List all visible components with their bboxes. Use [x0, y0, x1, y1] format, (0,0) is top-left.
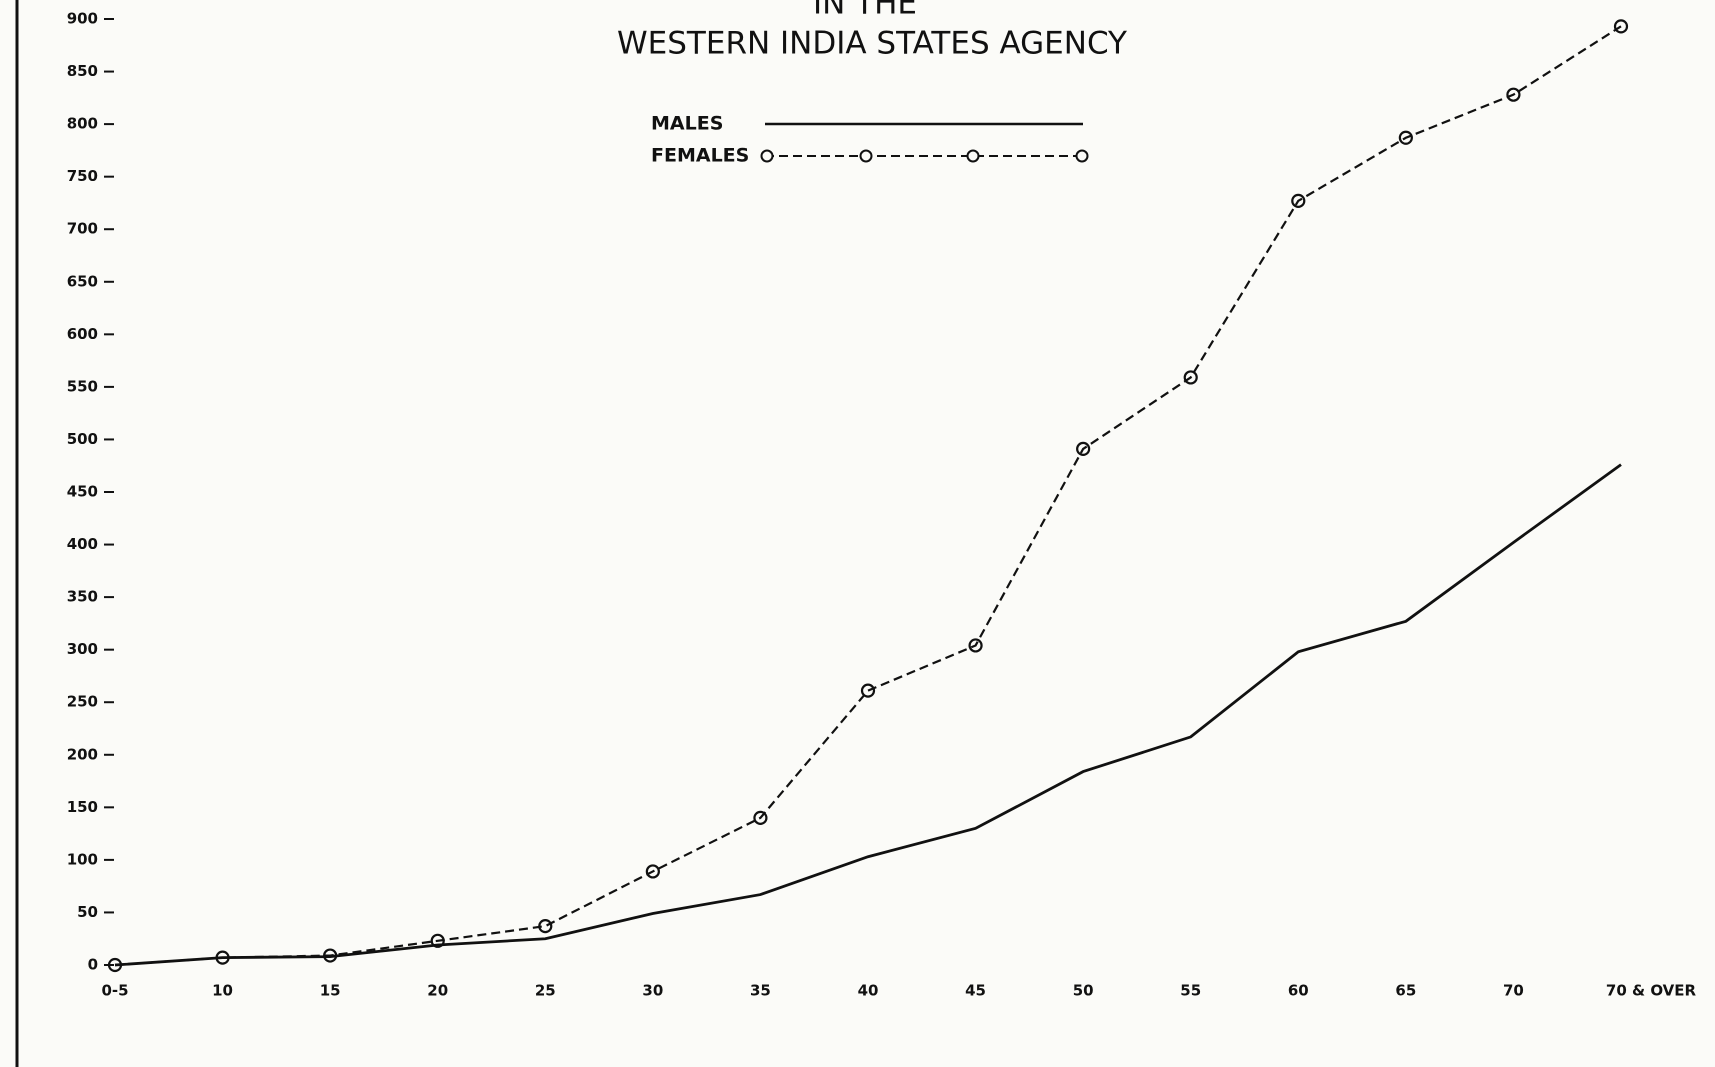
x-tick-label: 70 & OVER — [1606, 982, 1697, 1000]
x-tick-label: 35 — [750, 982, 771, 1000]
y-tick-label: 0 — [88, 956, 98, 974]
x-tick-label: 65 — [1395, 982, 1416, 1000]
point-marker — [1183, 370, 1198, 385]
y-tick-label: 150 — [67, 798, 98, 816]
point-marker — [1506, 87, 1521, 102]
legend-marker — [1075, 149, 1089, 163]
legend-marker — [760, 149, 774, 163]
point-marker — [1398, 130, 1413, 145]
y-tick-label: 600 — [67, 325, 98, 343]
point-marker — [968, 638, 983, 653]
x-tick-label: 70 — [1503, 982, 1524, 1000]
x-tick-label: 10 — [212, 982, 233, 1000]
x-tick-label: 15 — [320, 982, 341, 1000]
y-tick-label: 650 — [67, 272, 98, 290]
point-marker — [1613, 19, 1629, 34]
y-tick-label: 550 — [67, 377, 98, 395]
y-tick-label: 400 — [67, 535, 98, 553]
point-marker — [753, 810, 768, 825]
y-tick-label: 300 — [67, 640, 98, 658]
legend-label: MALES — [651, 113, 723, 135]
y-tick-label: 900 — [67, 10, 98, 28]
y-tick-label: 700 — [67, 220, 98, 238]
y-tick-label: 800 — [67, 115, 98, 133]
x-tick-label: 40 — [858, 982, 879, 1000]
point-marker — [860, 683, 876, 698]
series-line — [114, 25, 1622, 967]
legend-marker — [966, 149, 980, 163]
point-marker — [215, 950, 230, 965]
x-tick-label: 45 — [965, 982, 986, 1000]
x-tick-label: 30 — [642, 982, 663, 1000]
x-tick-label: 55 — [1180, 982, 1201, 1000]
point-marker — [538, 919, 553, 934]
point-marker — [1076, 441, 1091, 457]
point-marker — [107, 957, 123, 973]
y-tick-label: 200 — [67, 745, 98, 763]
legend-marker — [859, 149, 873, 163]
x-tick-label: 50 — [1073, 982, 1094, 1000]
y-tick-label: 350 — [67, 588, 98, 606]
point-marker — [430, 933, 445, 948]
y-tick-label: 450 — [67, 483, 98, 501]
x-tick-label: 25 — [535, 982, 556, 1000]
x-tick-label: 60 — [1288, 982, 1309, 1000]
legend-label: FEMALES — [651, 145, 749, 167]
chart-title-line: IN THE — [813, 0, 917, 22]
point-marker — [645, 864, 660, 879]
y-tick-label: 750 — [67, 167, 98, 185]
series-line — [114, 463, 1622, 967]
chart-title-line: WESTERN INDIA STATES AGENCY — [617, 26, 1127, 62]
y-tick-label: 850 — [67, 62, 98, 80]
y-tick-label: 50 — [77, 903, 98, 921]
point-marker — [323, 948, 338, 963]
point-marker — [1291, 193, 1306, 208]
x-tick-label: 0-5 — [101, 982, 128, 1000]
y-tick-label: 500 — [67, 430, 98, 448]
y-tick-label: 250 — [67, 693, 98, 711]
y-tick-label: 100 — [67, 850, 98, 868]
x-tick-label: 20 — [427, 982, 448, 1000]
